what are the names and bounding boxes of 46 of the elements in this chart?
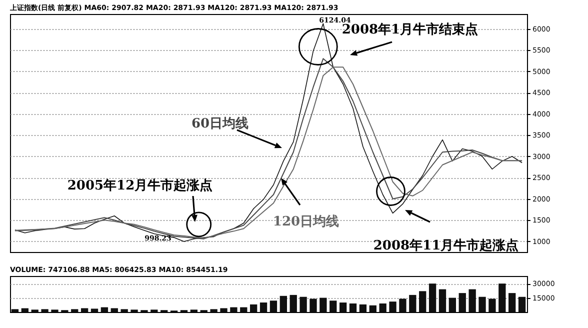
bar bbox=[230, 307, 238, 312]
bar bbox=[71, 309, 78, 312]
bar bbox=[419, 291, 426, 312]
bar bbox=[310, 298, 317, 312]
bar bbox=[428, 284, 436, 312]
bar bbox=[448, 298, 456, 312]
bar bbox=[21, 308, 28, 312]
bar bbox=[90, 308, 98, 312]
series-label: 120日均线 bbox=[272, 214, 340, 230]
annotation: 2005年12月牛市起涨点 bbox=[67, 177, 213, 194]
bar bbox=[300, 296, 307, 312]
bar bbox=[250, 304, 258, 312]
annotation: 2008年11月牛市起涨点 bbox=[373, 237, 519, 254]
bar bbox=[478, 296, 486, 312]
bar bbox=[458, 293, 466, 312]
bar bbox=[508, 293, 516, 312]
bar bbox=[369, 305, 376, 312]
bar bbox=[110, 308, 118, 312]
bar bbox=[220, 308, 228, 312]
bar bbox=[260, 302, 268, 312]
bar bbox=[468, 289, 476, 312]
text: 60日均线 bbox=[191, 116, 249, 132]
bar bbox=[80, 308, 88, 312]
bar bbox=[210, 309, 218, 312]
bar bbox=[290, 294, 297, 312]
bar bbox=[488, 298, 496, 312]
bar bbox=[330, 300, 337, 312]
bar bbox=[349, 303, 357, 312]
bar bbox=[120, 309, 128, 312]
bar bbox=[100, 307, 108, 312]
bar bbox=[240, 307, 248, 312]
bar bbox=[11, 309, 19, 312]
bar bbox=[518, 296, 526, 312]
bar bbox=[320, 298, 327, 312]
bar bbox=[438, 289, 446, 312]
bar bbox=[339, 302, 347, 312]
bar bbox=[389, 302, 396, 312]
bar bbox=[359, 304, 367, 312]
bar bbox=[379, 303, 386, 312]
bar bbox=[409, 294, 416, 312]
annotation: 2008年1月牛市结束点 bbox=[342, 21, 478, 38]
bar bbox=[498, 284, 506, 312]
bar bbox=[41, 309, 48, 312]
bar bbox=[280, 296, 287, 312]
bar bbox=[270, 300, 278, 312]
bar bbox=[399, 298, 406, 312]
